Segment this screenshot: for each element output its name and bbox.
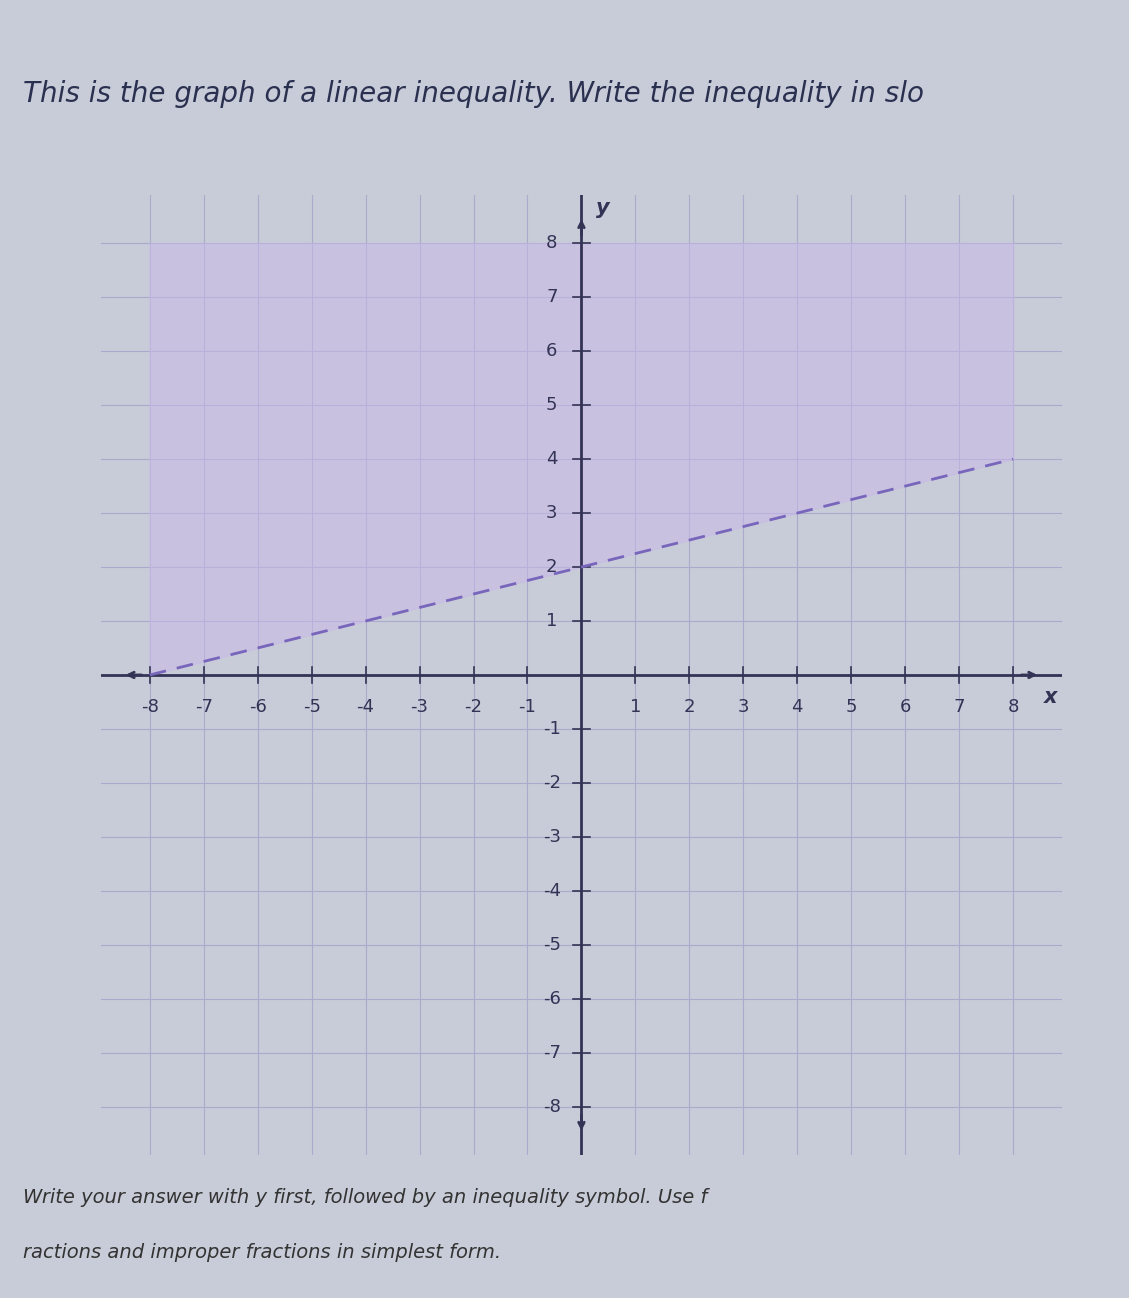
Text: -5: -5	[543, 936, 561, 954]
Text: -6: -6	[543, 990, 561, 1007]
Text: -2: -2	[543, 774, 561, 792]
Text: -7: -7	[194, 698, 212, 716]
Text: -4: -4	[357, 698, 375, 716]
Text: 2: 2	[683, 698, 695, 716]
Text: 5: 5	[546, 396, 558, 414]
Text: -8: -8	[543, 1098, 561, 1116]
Text: -3: -3	[411, 698, 429, 716]
Text: 7: 7	[546, 288, 558, 306]
Text: -3: -3	[543, 828, 561, 846]
Text: 5: 5	[846, 698, 857, 716]
Text: This is the graph of a linear inequality. Write the inequality in slo: This is the graph of a linear inequality…	[23, 79, 924, 108]
Text: 1: 1	[546, 611, 558, 630]
Text: y: y	[596, 199, 610, 218]
Text: 2: 2	[546, 558, 558, 576]
Text: -8: -8	[141, 698, 159, 716]
Text: Write your answer with y first, followed by an inequality symbol. Use f: Write your answer with y first, followed…	[23, 1188, 707, 1207]
Text: -2: -2	[464, 698, 482, 716]
Text: 6: 6	[900, 698, 911, 716]
Text: x: x	[1044, 687, 1058, 706]
Text: 4: 4	[791, 698, 803, 716]
Text: 4: 4	[546, 450, 558, 469]
Text: -5: -5	[303, 698, 321, 716]
Text: -1: -1	[518, 698, 536, 716]
Text: -6: -6	[248, 698, 266, 716]
Text: 7: 7	[953, 698, 965, 716]
Text: -1: -1	[543, 720, 561, 739]
Text: 3: 3	[737, 698, 749, 716]
Text: -7: -7	[543, 1044, 561, 1062]
Text: 8: 8	[1007, 698, 1018, 716]
Text: ractions and improper fractions in simplest form.: ractions and improper fractions in simpl…	[23, 1243, 500, 1263]
Text: 1: 1	[630, 698, 641, 716]
Text: 6: 6	[546, 343, 558, 360]
Text: -4: -4	[543, 881, 561, 900]
Text: 8: 8	[546, 234, 558, 252]
Text: 3: 3	[546, 504, 558, 522]
